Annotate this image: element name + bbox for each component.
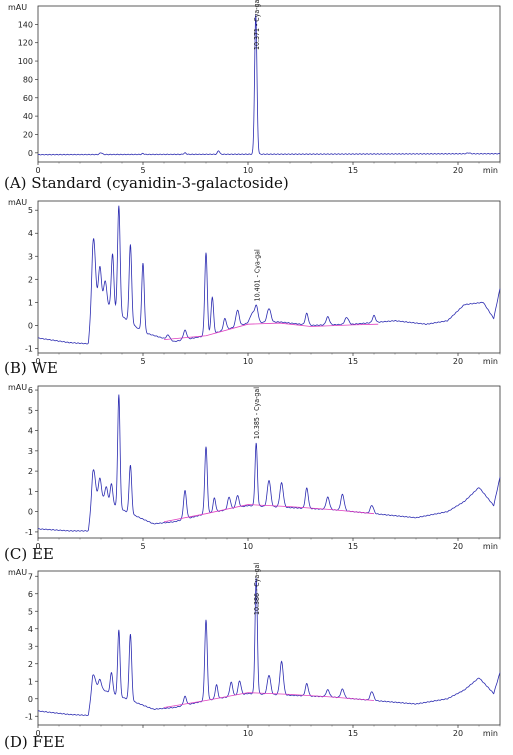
x-tick-label: 15 (348, 729, 358, 738)
chromatogram-panel-b: -1 0 1 2 3 4 5 mAU 0 5 10 15 20 min 10.401 - Cya-gal (… (0, 195, 513, 380)
x-tick-label: 10 (243, 357, 253, 366)
y-tick-label: 2 (28, 467, 33, 476)
x-unit-label: min (483, 729, 498, 738)
y-tick-label: -1 (25, 712, 33, 721)
x-tick-label: 20 (453, 357, 463, 366)
x-tick-label: 5 (140, 542, 145, 551)
x-tick-label: 10 (243, 729, 253, 738)
y-tick-label: 0 (28, 508, 33, 517)
integration-baseline (163, 692, 375, 708)
x-tick-label: 0 (35, 166, 40, 175)
chromatogram-panel-d: -1 0 1 2 3 4 5 6 7 mAU 0 10 15 20 min 10.386 - Cya-gal … (0, 563, 513, 755)
peak-label: 10.385 - Cya-gal (253, 387, 261, 439)
y-axis-label: mAU (8, 568, 27, 577)
peak-label: 10.401 - Cya-gal (253, 249, 261, 301)
x-tick-label: 0 (35, 542, 40, 551)
integration-baseline (163, 504, 375, 523)
x-tick-label: 20 (453, 166, 463, 175)
y-tick-label: 40 (23, 112, 33, 121)
integration-baseline (163, 322, 379, 341)
y-tick-label: 0 (28, 321, 33, 330)
y-tick-label: 20 (23, 130, 33, 139)
y-tick-label: 5 (28, 206, 33, 215)
y-tick-label: 1 (28, 487, 33, 496)
y-tick-label: 3 (28, 252, 33, 261)
plot-frame (37, 5, 501, 163)
y-tick-label: 2 (28, 275, 33, 284)
chromatogram-trace (37, 14, 501, 156)
peak-label: 10.371 - Cya-gal (253, 0, 261, 50)
x-tick-label: 10 (243, 542, 253, 551)
y-tick-label: 1 (28, 298, 33, 307)
y-tick-label: 0 (28, 695, 33, 704)
x-tick-label: 15 (348, 357, 358, 366)
x-tick-label: 0 (35, 729, 40, 738)
y-tick-label: 3 (28, 447, 33, 456)
y-axis-label: mAU (8, 198, 27, 207)
x-tick-label: 15 (348, 542, 358, 551)
y-tick-label: 4 (28, 229, 33, 238)
y-tick-label: 2 (28, 660, 33, 669)
chromatogram-panel-c: -1 0 1 2 3 4 5 6 mAU 0 5 10 15 20 min 10.385 - Cya-gal … (0, 380, 513, 565)
y-tick-label: 100 (18, 57, 33, 66)
y-tick-label: 5 (28, 607, 33, 616)
x-tick-label: 20 (453, 542, 463, 551)
y-axis-label: mAU (8, 383, 27, 392)
plot-frame (37, 385, 501, 539)
panel-a-caption: (A) Standard (cyanidin-3-galactoside) (4, 174, 289, 192)
panel-d-caption: (D) FEE (4, 733, 65, 751)
y-tick-label: 120 (18, 39, 33, 48)
x-tick-label: 15 (348, 166, 358, 175)
y-tick-label: 4 (28, 625, 33, 634)
x-tick-label: 5 (140, 166, 145, 175)
y-tick-label: 7 (28, 572, 33, 581)
y-tick-label: 5 (28, 406, 33, 415)
y-tick-label: 4 (28, 427, 33, 436)
y-tick-label: -1 (25, 528, 33, 537)
x-tick-label: 5 (140, 357, 145, 366)
y-tick-label: 6 (28, 386, 33, 395)
y-tick-label: -1 (25, 344, 33, 353)
chromatogram-trace (37, 394, 501, 532)
plot-frame (37, 570, 501, 726)
chromatogram-a: 0 20 40 60 80 100 120 140 mAU 0 5 10 15 20 min 10.371 -… (8, 0, 501, 175)
x-unit-label: min (483, 542, 498, 551)
chromatogram-trace (37, 578, 501, 717)
panel-b-caption: (B) WE (4, 359, 58, 377)
chromatogram-panel-a: 0 20 40 60 80 100 120 140 mAU 0 5 10 15 20 min 10.371 -… (0, 0, 513, 195)
y-tick-label: 3 (28, 642, 33, 651)
x-tick-label: 0 (35, 357, 40, 366)
y-axis-label: mAU (8, 3, 27, 12)
y-tick-label: 6 (28, 590, 33, 599)
x-tick-label: 10 (243, 166, 253, 175)
x-unit-label: min (483, 357, 498, 366)
panel-c-caption: (C) EE (4, 545, 54, 563)
x-unit-label: min (483, 166, 498, 175)
plot-frame (37, 200, 501, 354)
y-tick-label: 0 (28, 149, 33, 158)
chromatogram-trace (37, 205, 501, 345)
y-tick-label: 140 (18, 20, 33, 29)
x-tick-label: 20 (453, 729, 463, 738)
y-tick-label: 60 (23, 94, 33, 103)
peak-label: 10.386 - Cya-gal (253, 563, 261, 615)
y-tick-label: 1 (28, 677, 33, 686)
y-tick-label: 80 (23, 75, 33, 84)
